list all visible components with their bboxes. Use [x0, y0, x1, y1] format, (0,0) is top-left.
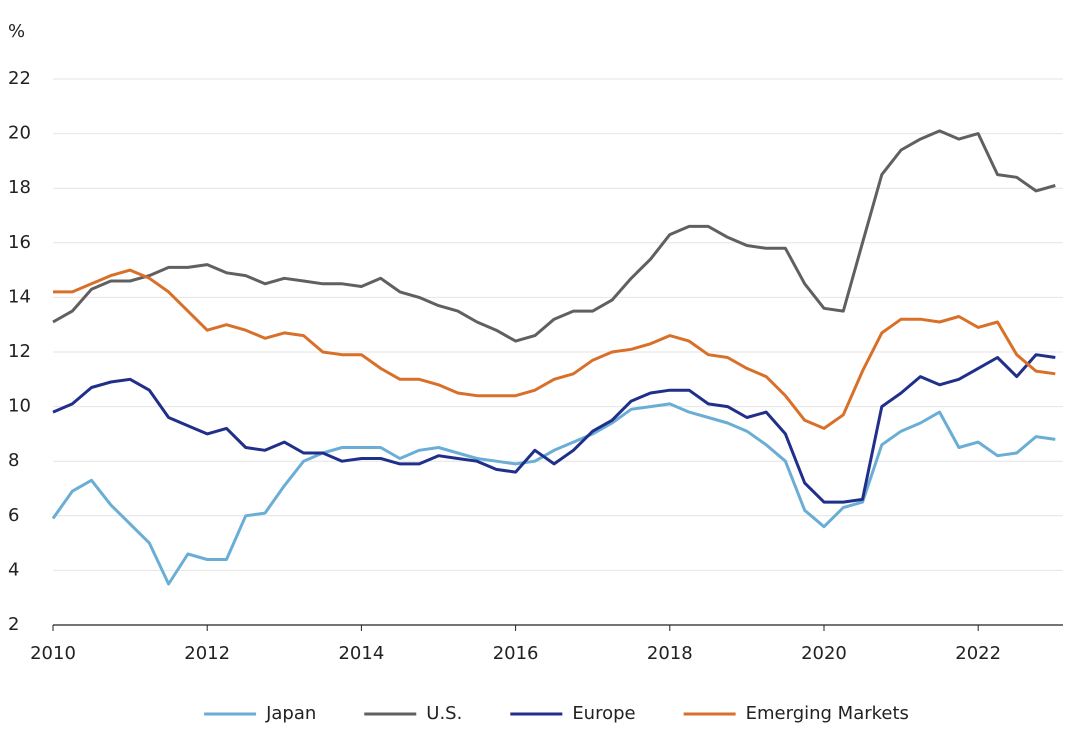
y-tick-label: 10	[8, 396, 31, 417]
y-tick-label: 18	[8, 177, 31, 198]
y-axis-label: %	[8, 21, 25, 42]
x-tick-label: 2014	[338, 643, 384, 664]
y-tick-label: 2	[8, 614, 19, 635]
series-line	[51, 402, 1056, 586]
x-tick-label: 2012	[184, 643, 230, 664]
y-tick-label: 6	[8, 505, 19, 526]
series-line	[53, 268, 1056, 430]
legend-item: Emerging Markets	[683, 703, 909, 724]
series-line	[52, 129, 1056, 343]
legend-item: Europe	[510, 703, 636, 724]
legend-label: Emerging Markets	[746, 703, 909, 724]
y-tick-label: 8	[8, 450, 19, 471]
legend-item: Japan	[204, 703, 316, 724]
legend-item: U.S.	[364, 703, 462, 724]
legend-label: Japan	[265, 703, 316, 724]
y-tick-label: 12	[8, 341, 31, 362]
y-tick-label: 22	[8, 68, 31, 89]
x-tick-label: 2022	[955, 643, 1001, 664]
legend-label: Europe	[572, 703, 635, 724]
y-tick-label: 16	[8, 232, 31, 253]
x-tick-label: 2016	[493, 643, 539, 664]
y-tick-label: 14	[8, 286, 31, 307]
x-tick-label: 2010	[30, 643, 76, 664]
x-tick-label: 2020	[801, 643, 847, 664]
x-tick-label: 2018	[647, 643, 693, 664]
y-tick-label: 4	[8, 559, 19, 580]
legend-label: U.S.	[426, 703, 462, 724]
series-line	[52, 353, 1056, 504]
y-tick-label: 20	[8, 123, 31, 144]
